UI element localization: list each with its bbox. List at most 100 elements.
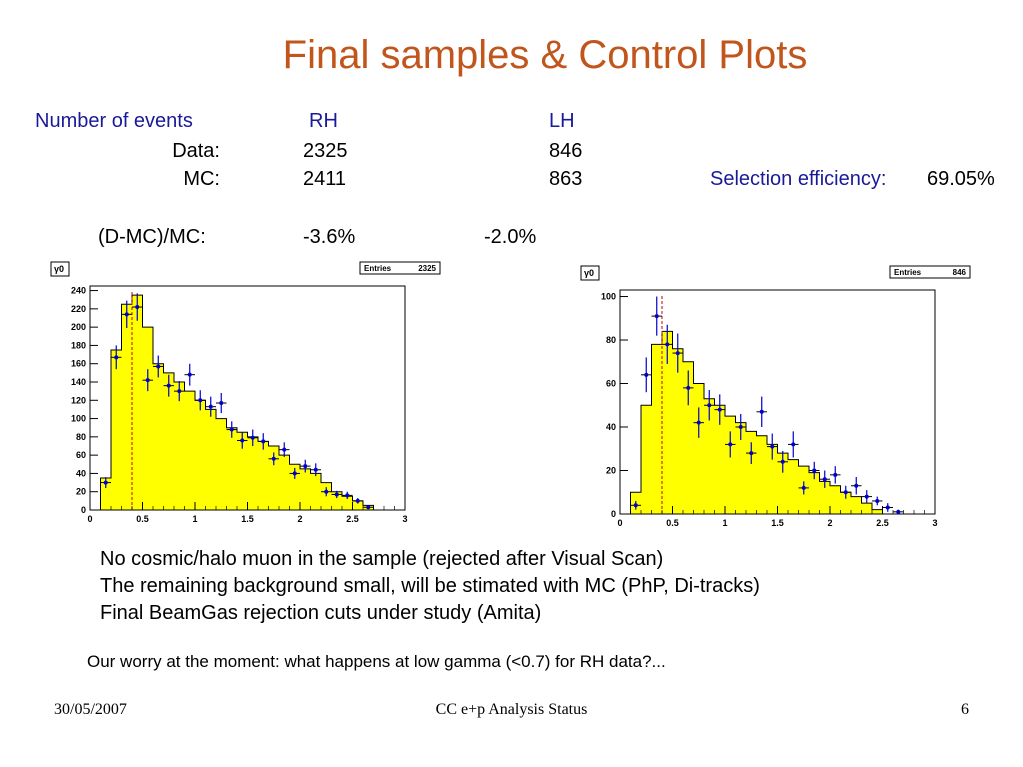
data-point — [352, 498, 363, 504]
data-marker — [854, 483, 859, 488]
data-marker — [219, 401, 224, 406]
data-point — [641, 357, 652, 393]
data-marker — [696, 420, 701, 425]
data-point — [174, 381, 185, 402]
data-point — [268, 452, 279, 466]
data-point — [851, 477, 862, 495]
data-point — [132, 293, 143, 321]
rh-histogram: 0 0.5 1 1.5 2 2.5 3 0 20 40 60 80 100 120 140 160 180 200… — [50, 261, 441, 524]
rh-plot: 0 0.5 1 1.5 2 2.5 3 0 20 40 60 80 100 120 140 160 180 200… — [45, 258, 445, 526]
data-point — [289, 467, 300, 479]
data-lh-value: 846 — [549, 140, 583, 162]
y-tick-label: 80 — [76, 432, 86, 442]
data-marker — [324, 489, 329, 494]
data-marker — [156, 364, 161, 369]
data-point — [693, 407, 704, 438]
y-tick-label: 100 — [71, 414, 86, 424]
data-marker — [250, 435, 255, 440]
stats-label: Entries — [894, 268, 922, 277]
x-tick-label: 3 — [402, 514, 407, 524]
x-tick-label: 2.5 — [346, 514, 359, 524]
data-point — [163, 374, 174, 397]
footer-date: 30/05/2007 — [54, 701, 127, 718]
selection-efficiency-value: 69.05% — [927, 168, 995, 190]
table-col-rh: RH — [309, 110, 338, 132]
data-point — [630, 500, 641, 510]
data-marker — [833, 472, 838, 477]
y-tick-label: 0 — [611, 509, 616, 519]
bullet-2: The remaining background small, will be … — [100, 575, 760, 597]
bullet-3: Final BeamGas rejection cuts under study… — [100, 602, 542, 624]
yaxis-label: γ0 — [54, 264, 64, 274]
table-header-label: Number of events — [35, 110, 193, 132]
bullet-1: No cosmic/halo muon in the sample (rejec… — [100, 548, 664, 570]
stats-box — [889, 265, 971, 279]
data-point — [809, 461, 820, 480]
data-point — [111, 345, 122, 370]
y-tick-label: 20 — [606, 466, 616, 476]
data-point — [195, 390, 206, 411]
data-marker — [791, 442, 796, 447]
data-marker — [355, 498, 360, 503]
data-point — [342, 491, 353, 500]
data-point — [300, 459, 311, 473]
data-marker — [875, 498, 880, 503]
y-tick-label: 0 — [81, 505, 86, 515]
data-point — [651, 296, 662, 336]
data-marker — [843, 490, 848, 495]
data-marker — [717, 407, 722, 412]
data-marker — [103, 480, 108, 485]
worry-note: Our worry at the moment: what happens at… — [87, 652, 666, 671]
diff-rh-value: -3.6% — [303, 226, 356, 248]
data-marker — [229, 427, 234, 432]
data-point — [662, 324, 673, 364]
data-point — [704, 390, 715, 421]
page-number: 6 — [961, 701, 969, 718]
data-marker — [366, 505, 371, 510]
data-marker — [801, 485, 806, 490]
data-point — [777, 450, 788, 473]
data-point — [226, 421, 237, 438]
data-point — [247, 429, 258, 446]
data-point — [861, 490, 872, 504]
x-tick-label: 2 — [297, 514, 302, 524]
footer-title: CC e+p Analysis Status — [435, 701, 588, 718]
data-marker — [135, 305, 140, 310]
y-tick-label: 20 — [76, 487, 86, 497]
y-tick-label: 100 — [601, 292, 616, 302]
data-point — [279, 442, 290, 457]
stats-label: Entries — [364, 264, 392, 273]
data-point — [746, 442, 757, 464]
data-marker — [334, 492, 339, 497]
table-col-lh: LH — [549, 110, 575, 132]
x-tick-label: 1.5 — [771, 518, 784, 528]
data-point — [788, 431, 799, 458]
data-point — [142, 369, 153, 392]
data-marker — [749, 451, 754, 456]
data-point — [819, 470, 830, 488]
data-point — [205, 396, 216, 417]
x-tick-label: 1.5 — [241, 514, 254, 524]
y-tick-label: 200 — [71, 322, 86, 332]
data-point — [121, 300, 132, 329]
y-tick-label: 140 — [71, 377, 86, 387]
yaxis-label-box — [50, 261, 70, 277]
x-tick-label: 2 — [827, 518, 832, 528]
lh-plot: 0 0.5 1 1.5 2 2.5 3 0 20 40 60 80 100 γ0 Entries 846 — [575, 262, 975, 530]
yaxis-label: γ0 — [584, 268, 594, 278]
data-point — [714, 394, 725, 425]
y-tick-label: 240 — [71, 286, 86, 296]
data-marker — [166, 383, 171, 388]
x-tick-label: 0 — [87, 514, 92, 524]
y-tick-label: 220 — [71, 304, 86, 314]
data-point — [830, 466, 841, 484]
x-tick-label: 3 — [932, 518, 937, 528]
data-marker — [738, 425, 743, 430]
data-marker — [114, 355, 119, 360]
x-tick-label: 0.5 — [666, 518, 679, 528]
y-tick-label: 40 — [76, 468, 86, 478]
data-point — [872, 496, 883, 506]
yaxis-label-box — [580, 265, 600, 281]
y-tick-label: 60 — [76, 450, 86, 460]
data-marker — [313, 467, 318, 472]
